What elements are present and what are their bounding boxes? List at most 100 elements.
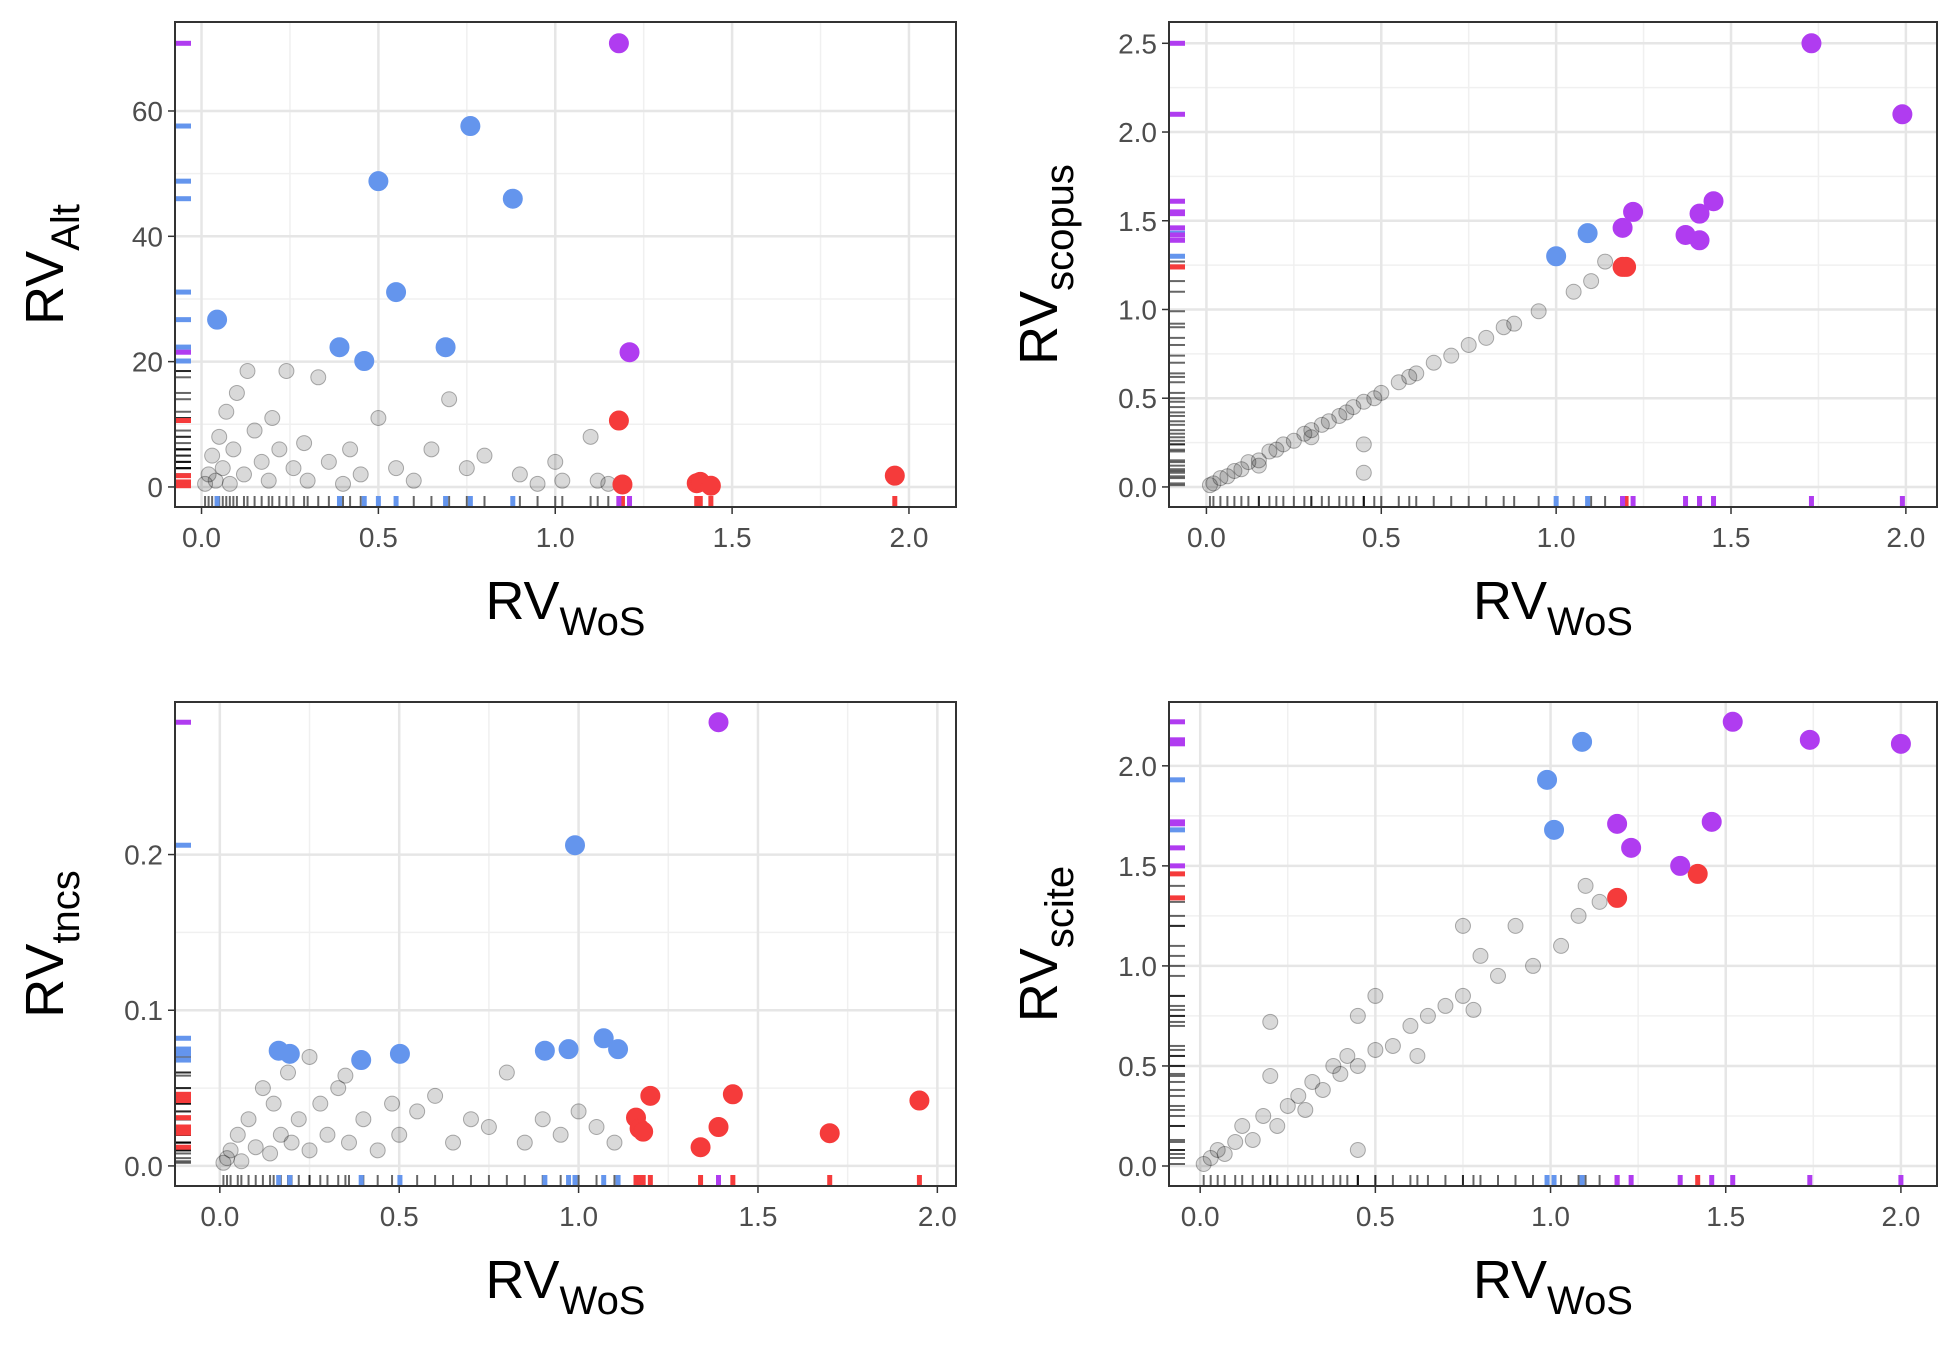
point (296, 435, 313, 452)
axis-title-sub: WoS (560, 600, 646, 644)
point (211, 428, 228, 445)
point (265, 1095, 282, 1112)
y-tick-label: 0.0 (1118, 1151, 1157, 1182)
point (1313, 416, 1330, 433)
marks (1169, 33, 1913, 507)
point (1212, 470, 1229, 487)
axis-title-main: RV (1009, 948, 1069, 1022)
point (200, 466, 217, 483)
point (1303, 422, 1320, 439)
point (819, 1123, 840, 1144)
point (1425, 354, 1442, 371)
y-tick-label: 60 (132, 96, 163, 127)
point (1623, 201, 1644, 222)
point (352, 466, 369, 483)
point (301, 1142, 318, 1159)
point (708, 1116, 729, 1137)
point (1570, 907, 1587, 924)
point (1201, 477, 1218, 494)
x-axis-title: RVWoS (485, 571, 645, 644)
point (1244, 1131, 1261, 1148)
point (279, 1043, 300, 1064)
point (283, 1134, 300, 1151)
point (320, 453, 337, 470)
axis-title-main: RV (1473, 1250, 1547, 1310)
point (1296, 425, 1313, 442)
point (222, 1142, 239, 1159)
point (552, 1126, 569, 1143)
point (633, 1121, 654, 1142)
x-axis-title: RVWoS (1473, 1250, 1633, 1323)
point (197, 475, 214, 492)
point (1345, 399, 1362, 416)
point (239, 363, 256, 380)
x-tick-label: 2.0 (1886, 522, 1925, 553)
point (1233, 461, 1250, 478)
point (722, 1084, 743, 1105)
point (462, 1111, 479, 1128)
panel-border (174, 701, 957, 1187)
point (215, 1154, 232, 1171)
panel-border (1168, 21, 1938, 508)
point (534, 1111, 551, 1128)
point (612, 474, 633, 495)
point (1355, 393, 1372, 410)
y-tick-label: 0.5 (1118, 1051, 1157, 1082)
point (1506, 315, 1523, 332)
point (386, 282, 407, 303)
point (235, 466, 252, 483)
point (207, 472, 224, 489)
point (278, 363, 295, 380)
point (1226, 462, 1243, 479)
point (608, 33, 629, 54)
panel-border (1168, 701, 1938, 1187)
point (301, 1048, 318, 1065)
x-tick-label: 0.5 (380, 1201, 419, 1232)
point (1279, 1097, 1296, 1114)
point (1390, 374, 1407, 391)
point (619, 342, 640, 363)
point (1250, 452, 1267, 469)
point (565, 835, 586, 856)
x-tick-label: 1.0 (1537, 522, 1576, 553)
point (554, 472, 571, 489)
point (606, 1134, 623, 1151)
x-tick-label: 0.0 (182, 522, 221, 553)
marks (175, 712, 930, 1186)
point (391, 1126, 408, 1143)
point (516, 1134, 533, 1151)
point (1367, 987, 1384, 1004)
point (1537, 769, 1558, 790)
point (204, 447, 221, 464)
y-tick-label: 0.5 (1118, 383, 1157, 414)
point (498, 1064, 515, 1081)
y-tick-label: 20 (132, 347, 163, 378)
y-tick-label: 2.5 (1118, 28, 1157, 59)
y-tick-label: 2.0 (1118, 117, 1157, 148)
point (207, 309, 228, 330)
point (1367, 1041, 1384, 1058)
axis-title-main: RV (15, 944, 75, 1018)
point (1349, 1057, 1366, 1074)
y-axis-title: RVAlt (15, 204, 88, 325)
point (1801, 33, 1822, 54)
point (1250, 457, 1267, 474)
axis-title-sub: Alt (44, 204, 88, 251)
point (480, 1118, 497, 1135)
point (1268, 441, 1285, 458)
point (254, 1080, 271, 1097)
point (423, 441, 440, 458)
point (570, 1103, 587, 1120)
point (1703, 191, 1724, 212)
point (1454, 987, 1471, 1004)
point (1332, 1065, 1349, 1082)
x-tick-label: 1.0 (559, 1201, 598, 1232)
point (319, 1126, 336, 1143)
point (260, 472, 277, 489)
point (441, 391, 458, 408)
point (909, 1090, 930, 1111)
point (280, 1064, 297, 1081)
axis-title-sub: tncs (44, 870, 88, 943)
point (299, 472, 316, 489)
axis-title-main: RV (15, 251, 75, 325)
